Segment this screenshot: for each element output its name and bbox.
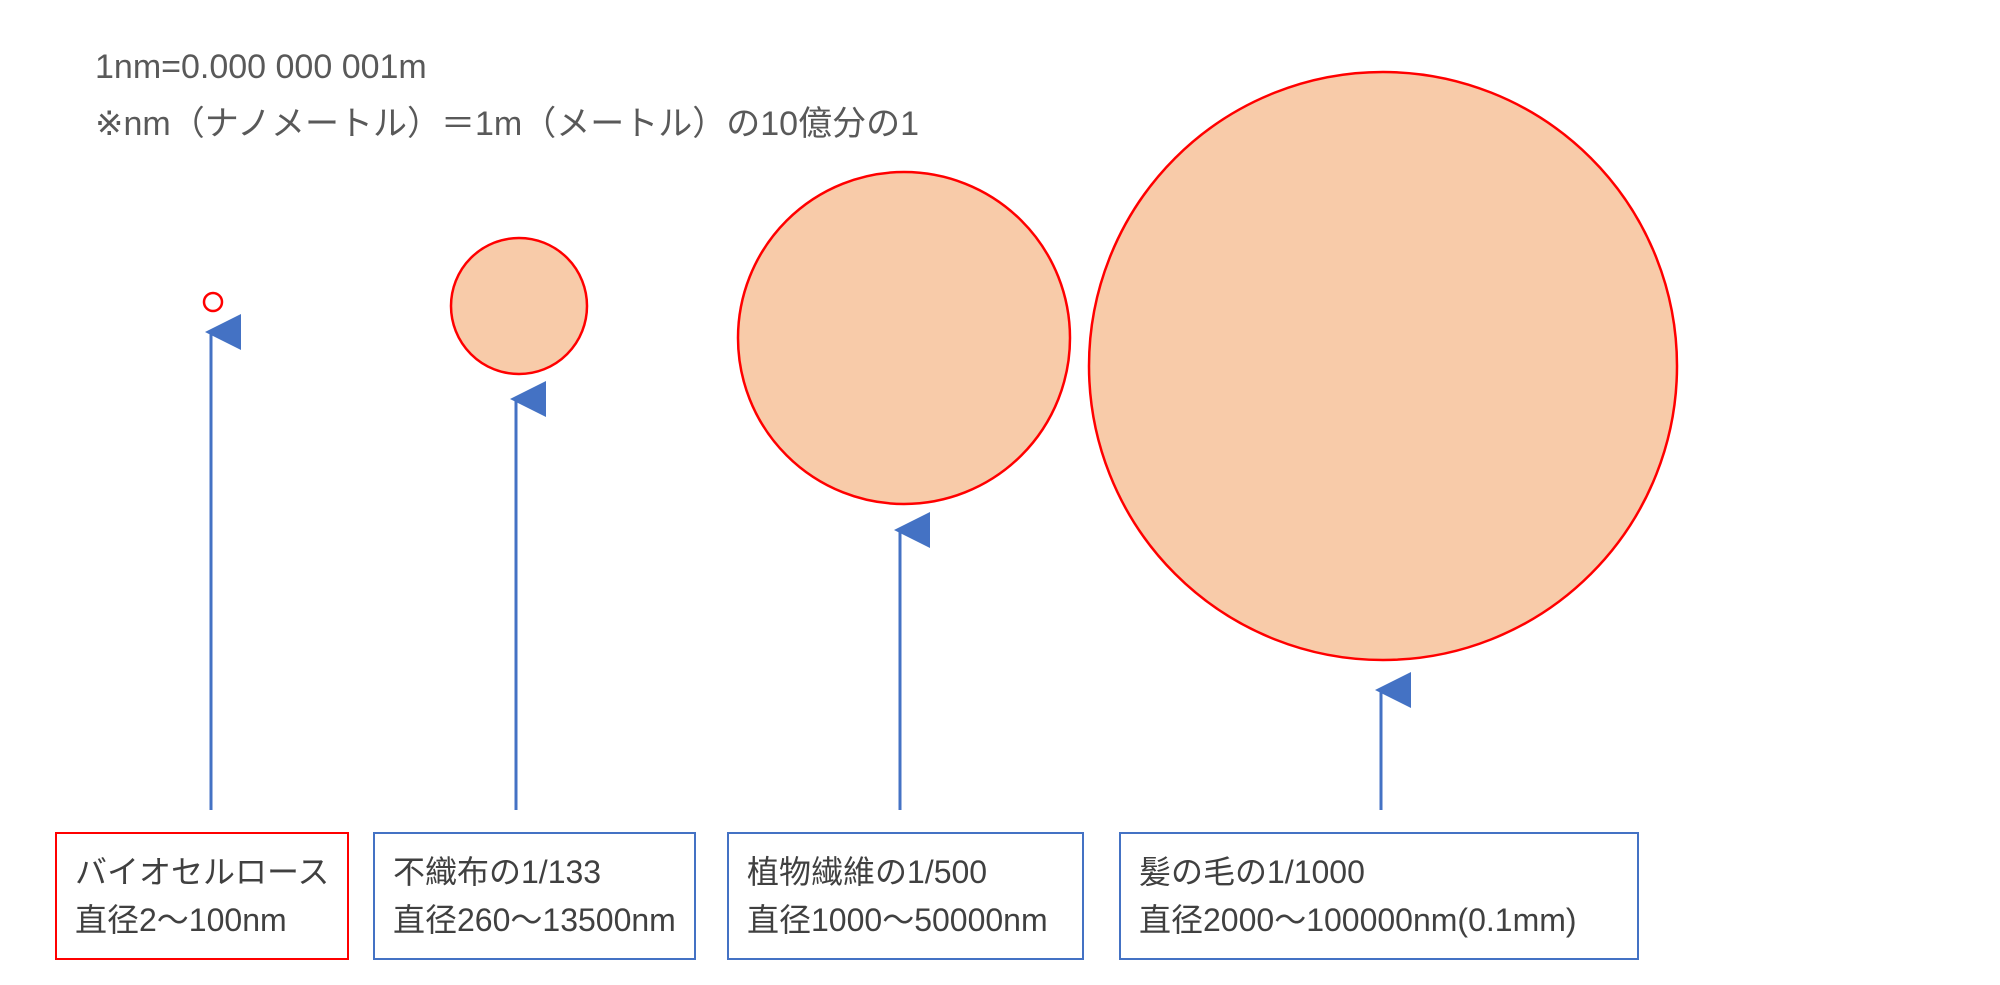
circle-nonwoven: [451, 238, 587, 374]
circle-plant-fiber: [738, 172, 1070, 504]
label-box-nonwoven: 不織布の1/133直径260～13500nm: [373, 832, 696, 960]
circle-hair: [1089, 72, 1677, 660]
label-subtitle: 直径1000～50000nm: [747, 896, 1064, 944]
label-box-plant-fiber: 植物繊維の1/500直径1000～50000nm: [727, 832, 1084, 960]
label-title: 不織布の1/133: [393, 848, 676, 896]
label-subtitle: 直径2000～100000nm(0.1mm): [1139, 896, 1619, 944]
label-subtitle: 直径2～100nm: [75, 896, 329, 944]
label-title: 髪の毛の1/1000: [1139, 848, 1619, 896]
label-title: 植物繊維の1/500: [747, 848, 1064, 896]
label-title: バイオセルロース: [75, 848, 329, 896]
label-box-hair: 髪の毛の1/1000直径2000～100000nm(0.1mm): [1119, 832, 1639, 960]
label-box-biocellulose: バイオセルロース直径2～100nm: [55, 832, 349, 960]
label-subtitle: 直径260～13500nm: [393, 896, 676, 944]
circle-biocellulose: [204, 293, 222, 311]
